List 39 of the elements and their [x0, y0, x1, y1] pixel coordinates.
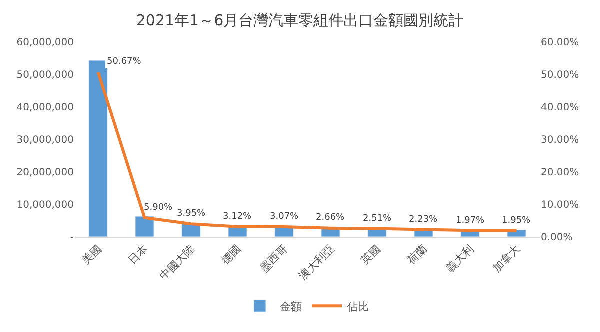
data-label: 3.12% [223, 212, 252, 222]
data-label: 1.97% [456, 216, 486, 226]
x-tick-label: 英國 [358, 242, 384, 268]
bar [135, 216, 154, 237]
y-tick-label: - [70, 232, 74, 244]
x-tick-label: 中國大陸 [156, 242, 198, 283]
data-label: 5.90% [144, 203, 174, 213]
data-label: 2.66% [316, 213, 346, 223]
y2-tick-label: 20.00% [541, 168, 580, 178]
legend-label: 金額 [280, 300, 302, 314]
x-tick-label: 義大利 [444, 242, 476, 276]
y-tick-label: 40,000,000 [16, 102, 74, 114]
bar [88, 60, 108, 237]
y2-tick-label: 30.00% [541, 135, 580, 146]
data-label: 3.07% [270, 212, 300, 222]
data-label: 2.23% [409, 215, 438, 225]
y2-tick-label: 40.00% [541, 102, 580, 114]
y2-tick-label: 0.00% [541, 232, 573, 244]
x-tick-label: 荷蘭 [405, 242, 430, 268]
x-tick-label: 墨西哥 [258, 242, 290, 276]
x-tick-label: 澳大利亞 [296, 242, 337, 283]
x-tick-label: 德國 [219, 242, 244, 268]
data-label: 1.95% [502, 216, 532, 226]
legend-label: 佔比 [346, 300, 369, 314]
y-tick-label: 60,000,000 [16, 38, 74, 48]
y-tick-label: 20,000,000 [16, 168, 74, 178]
data-label: 50.67% [107, 57, 142, 67]
x-tick-label: 加拿大 [490, 242, 523, 276]
x-tick-label: 日本 [126, 242, 151, 268]
y2-tick-label: 60.00% [541, 38, 580, 48]
data-label: 3.95% [177, 209, 206, 219]
y-tick-label: 10,000,000 [16, 200, 74, 211]
chart-title: 2021年1～6月台灣汽車零組件出口金額國別統計 [136, 11, 464, 30]
y2-tick-label: 10.00% [541, 200, 580, 211]
data-label: 2.51% [363, 214, 392, 224]
x-tick-label: 美國 [80, 242, 104, 268]
y2-tick-label: 50.00% [541, 70, 580, 81]
y-tick-label: 50,000,000 [16, 70, 74, 81]
y-tick-label: 30,000,000 [16, 135, 74, 146]
